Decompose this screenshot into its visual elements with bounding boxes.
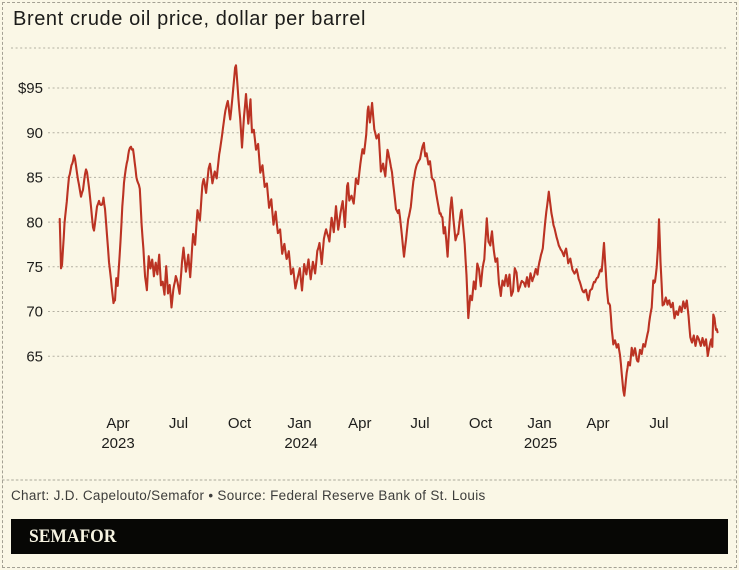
svg-text:90: 90	[26, 125, 43, 142]
svg-text:Apr: Apr	[106, 415, 129, 432]
svg-text:Jan: Jan	[287, 415, 311, 432]
svg-text:80: 80	[26, 214, 43, 231]
svg-text:Oct: Oct	[469, 415, 493, 432]
svg-text:85: 85	[26, 170, 43, 187]
svg-text:$95: $95	[18, 80, 43, 97]
svg-text:2024: 2024	[284, 435, 317, 452]
svg-text:Jul: Jul	[410, 415, 429, 432]
svg-text:Jul: Jul	[169, 415, 188, 432]
svg-text:2025: 2025	[524, 435, 557, 452]
svg-text:Jul: Jul	[649, 415, 668, 432]
svg-text:75: 75	[26, 259, 43, 276]
svg-text:Oct: Oct	[228, 415, 252, 432]
svg-text:Jan: Jan	[527, 415, 551, 432]
svg-text:Apr: Apr	[348, 415, 371, 432]
svg-text:70: 70	[26, 304, 43, 321]
svg-text:2023: 2023	[101, 435, 134, 452]
svg-text:Apr: Apr	[586, 415, 609, 432]
svg-text:65: 65	[26, 348, 43, 365]
